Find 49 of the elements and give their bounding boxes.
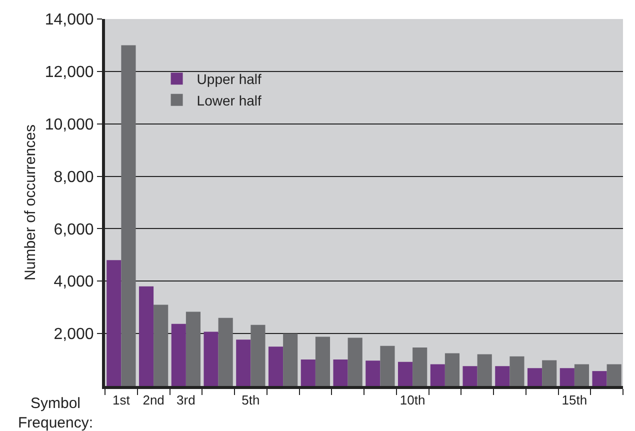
- y-axis-title: Number of occurrences: [22, 124, 40, 280]
- bar: [138, 286, 154, 386]
- bar: [283, 334, 298, 386]
- bar: [218, 318, 233, 386]
- bar: [510, 356, 524, 386]
- bar: [186, 312, 201, 386]
- x-axis-title: Symbol Frequency:: [18, 395, 94, 431]
- bar: [495, 366, 510, 386]
- x-tick-label: 2nd: [142, 392, 164, 408]
- y-tick-label: 8,000: [54, 168, 94, 186]
- y-tick-label: 14,000: [44, 12, 94, 29]
- bar: [250, 324, 266, 386]
- x-tick-label: 15th: [562, 392, 588, 408]
- bar: [154, 304, 168, 386]
- bar: [527, 368, 542, 386]
- bar: [412, 347, 428, 386]
- bar: [560, 368, 574, 386]
- bar: [204, 332, 218, 386]
- x-tick-label: 5th: [242, 392, 260, 408]
- bar: [574, 364, 590, 386]
- bar: [444, 353, 460, 386]
- bar: [171, 324, 186, 386]
- bar: [592, 371, 607, 386]
- y-tick-label: 10,000: [44, 116, 94, 134]
- y-tick-label: 2,000: [54, 326, 94, 344]
- bar: [268, 346, 284, 386]
- x-tick-label: 1st: [112, 392, 130, 408]
- bar: [606, 364, 622, 386]
- bar: [236, 340, 251, 386]
- legend-label: Lower half: [196, 92, 262, 108]
- bar: [121, 45, 136, 386]
- bar: [333, 360, 348, 386]
- bar: [462, 366, 478, 386]
- x-tick-label: 3rd: [176, 392, 196, 408]
- bar: [315, 336, 330, 386]
- bar: [300, 360, 316, 386]
- legend-label: Upper half: [196, 71, 262, 88]
- bar: [398, 362, 413, 386]
- x-tick-label: 10th: [400, 392, 426, 408]
- bar: [380, 346, 395, 386]
- y-tick-label: 12,000: [44, 64, 94, 82]
- bar: [106, 260, 122, 386]
- bar: [366, 360, 380, 386]
- y-tick-label: 6,000: [54, 221, 94, 238]
- bar: [430, 364, 445, 386]
- bar: [542, 360, 557, 386]
- y-tick-label: 4,000: [54, 274, 94, 291]
- bar: [477, 354, 492, 386]
- bar: [348, 338, 362, 386]
